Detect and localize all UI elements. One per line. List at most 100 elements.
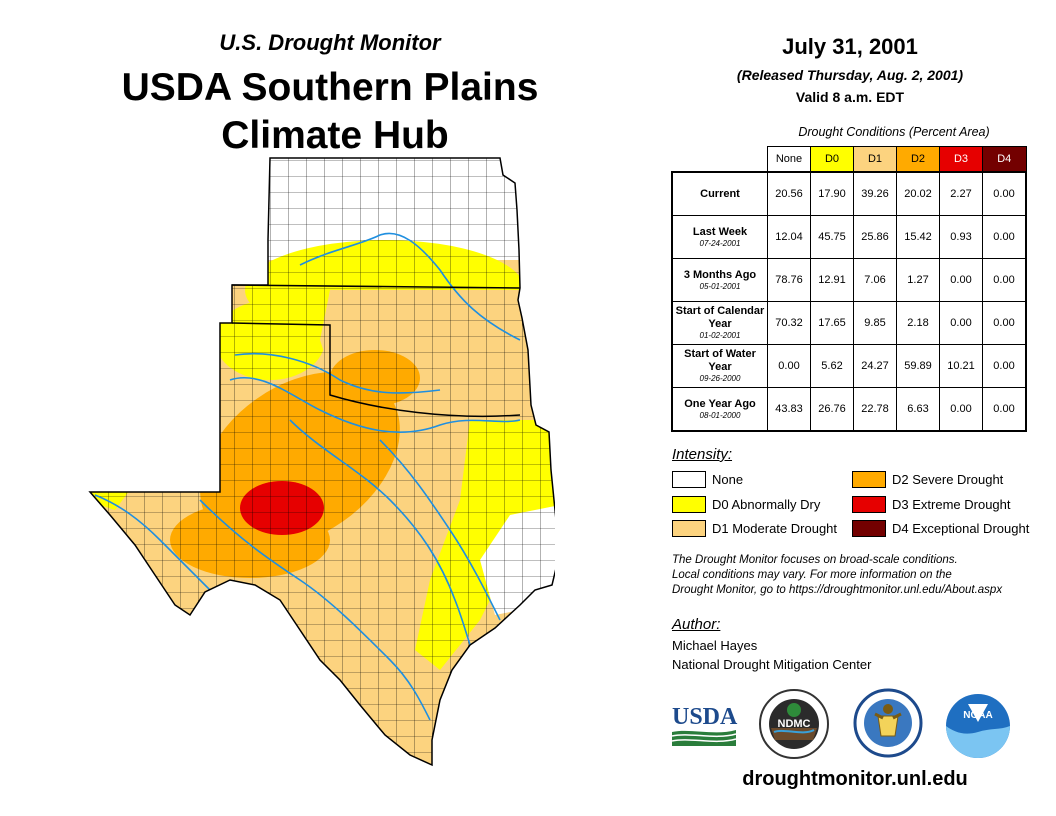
legend-swatch: [672, 496, 706, 513]
table-cell: 45.75: [810, 215, 854, 259]
row-header: Current: [671, 171, 768, 216]
row-header: One Year Ago 08-01-2000: [671, 387, 768, 432]
commerce-seal-logo: [853, 688, 923, 758]
row-header: 3 Months Ago 05-01-2001: [671, 258, 768, 302]
table-cell: 0.93: [939, 215, 983, 259]
noaa-logo-text: NOAA: [963, 710, 992, 721]
table-cell: 0.00: [982, 301, 1027, 345]
table-corner: [672, 147, 768, 173]
table-cell: 15.42: [896, 215, 940, 259]
column-header: None: [767, 146, 811, 173]
table-cell: 0.00: [939, 258, 983, 302]
table-cell: 0.00: [767, 344, 811, 388]
release-date: (Released Thursday, Aug. 2, 2001): [736, 67, 964, 83]
author-org: National Drought Mitigation Center: [672, 657, 872, 672]
ndmc-logo: NDMC: [759, 689, 829, 759]
river-arkansas: [299, 232, 521, 341]
legend-item: D1 Moderate Drought: [672, 520, 837, 537]
column-header: D0: [810, 146, 854, 173]
table-cell: 0.00: [939, 387, 983, 432]
row-label: 3 Months Ago: [683, 268, 757, 281]
table-cell: 17.90: [810, 171, 854, 216]
column-header: D4: [982, 146, 1027, 173]
ndmc-logo-text: NDMC: [778, 718, 811, 730]
map-date: July 31, 2001: [782, 34, 918, 59]
river-brazos: [289, 419, 481, 671]
author-name: Michael Hayes: [672, 638, 758, 653]
table-row: Current 20.56 17.90 39.26 20.02 2.27 0.00: [671, 171, 1027, 216]
table-cell: 0.00: [982, 215, 1027, 259]
stats-table-title: Drought Conditions (Percent Area): [798, 125, 990, 139]
table-row: Start of Water Year 09-26-2000 0.00 5.62 24.…: [671, 344, 1027, 388]
table-cell: 78.76: [767, 258, 811, 302]
table-cell: 39.26: [853, 171, 897, 216]
table-cell: 1.27: [896, 258, 940, 302]
legend-item: D3 Extreme Drought: [852, 496, 1011, 513]
county-lines: [90, 158, 555, 765]
legend-item: D0 Abnormally Dry: [672, 496, 820, 513]
table-cell: 2.27: [939, 171, 983, 216]
website-link[interactable]: droughtmonitor.unl.edu: [742, 768, 968, 790]
table-cell: 12.04: [767, 215, 811, 259]
legend-swatch: [672, 520, 706, 537]
table-cell: 70.32: [767, 301, 811, 345]
legend-swatch: [852, 471, 886, 488]
table-cell: 9.85: [853, 301, 897, 345]
row-date: 08-01-2000: [699, 410, 741, 420]
legend-label: D0 Abnormally Dry: [712, 497, 821, 512]
table-cell: 0.00: [982, 344, 1027, 388]
map-title-line2: Climate Hub: [221, 114, 449, 157]
disclaimer-note: The Drought Monitor focuses on broad-sca…: [672, 553, 1042, 598]
map-subtitle: U.S. Drought Monitor: [219, 30, 441, 55]
author-heading: Author:: [672, 616, 721, 633]
table-cell: 22.78: [853, 387, 897, 432]
legend-swatch: [852, 520, 886, 537]
legend-label: None: [712, 472, 744, 487]
table-cell: 5.62: [810, 344, 854, 388]
row-date: 07-24-2001: [699, 238, 741, 248]
table-cell: 59.89: [896, 344, 940, 388]
row-label: Start of Water Year: [684, 348, 756, 373]
table-cell: 12.91: [810, 258, 854, 302]
column-header: D2: [896, 146, 940, 173]
note-line2: Local conditions may vary. For more info…: [672, 569, 952, 581]
note-line1: The Drought Monitor focuses on broad-sca…: [672, 554, 958, 566]
map-title-line1: USDA Southern Plains: [121, 66, 539, 109]
table-row: Start of Calendar Year 01-02-2001 70.32 17.…: [671, 301, 1027, 345]
row-label: Last Week: [692, 225, 748, 238]
drought-stats-table: None D0 D1 D2 D3 D4 Current 20.56 17.90 39.26 20.0…: [671, 146, 1027, 432]
column-header: D3: [939, 146, 983, 173]
table-cell: 0.00: [982, 171, 1027, 216]
region-outline: [88, 157, 555, 767]
legend-label: D1 Moderate Drought: [712, 521, 838, 536]
river-canadian: [234, 352, 441, 394]
legend-item: D4 Exceptional Drought: [852, 520, 1029, 537]
table-cell: 24.27: [853, 344, 897, 388]
row-label: Start of Calendar Year: [675, 305, 765, 330]
row-header: Start of Calendar Year 01-02-2001: [671, 301, 768, 345]
valid-time: Valid 8 a.m. EDT: [795, 89, 905, 105]
table-cell: 6.63: [896, 387, 940, 432]
legend-swatch: [672, 471, 706, 488]
row-header: Start of Water Year 09-26-2000: [671, 344, 768, 388]
state-border-ks-ok: [231, 284, 521, 289]
row-label: One Year Ago: [684, 397, 756, 410]
legend-item: D2 Severe Drought: [852, 471, 1003, 488]
legend-label: D2 Severe Drought: [892, 472, 1004, 487]
table-cell: 26.76: [810, 387, 854, 432]
table-cell: 20.02: [896, 171, 940, 216]
table-row: One Year Ago 08-01-2000 43.83 26.76 22.78 6.6…: [671, 387, 1027, 432]
row-header: Last Week 07-24-2001: [671, 215, 768, 259]
legend-label: D3 Extreme Drought: [892, 497, 1011, 512]
table-row: 3 Months Ago 05-01-2001 78.76 12.91 7.06 1.27…: [671, 258, 1027, 302]
row-label: Current: [700, 187, 740, 200]
legend-label: D4 Exceptional Drought: [892, 521, 1030, 536]
table-cell: 0.00: [982, 387, 1027, 432]
table-cell: 0.00: [939, 301, 983, 345]
usda-logo: USDA: [671, 704, 738, 746]
legend-swatch: [852, 496, 886, 513]
table-row: Last Week 07-24-2001 12.04 45.75 25.86 15.42 0…: [671, 215, 1027, 259]
row-date: 05-01-2001: [699, 281, 741, 291]
river-red: [229, 376, 521, 434]
drought-map: [88, 157, 555, 767]
